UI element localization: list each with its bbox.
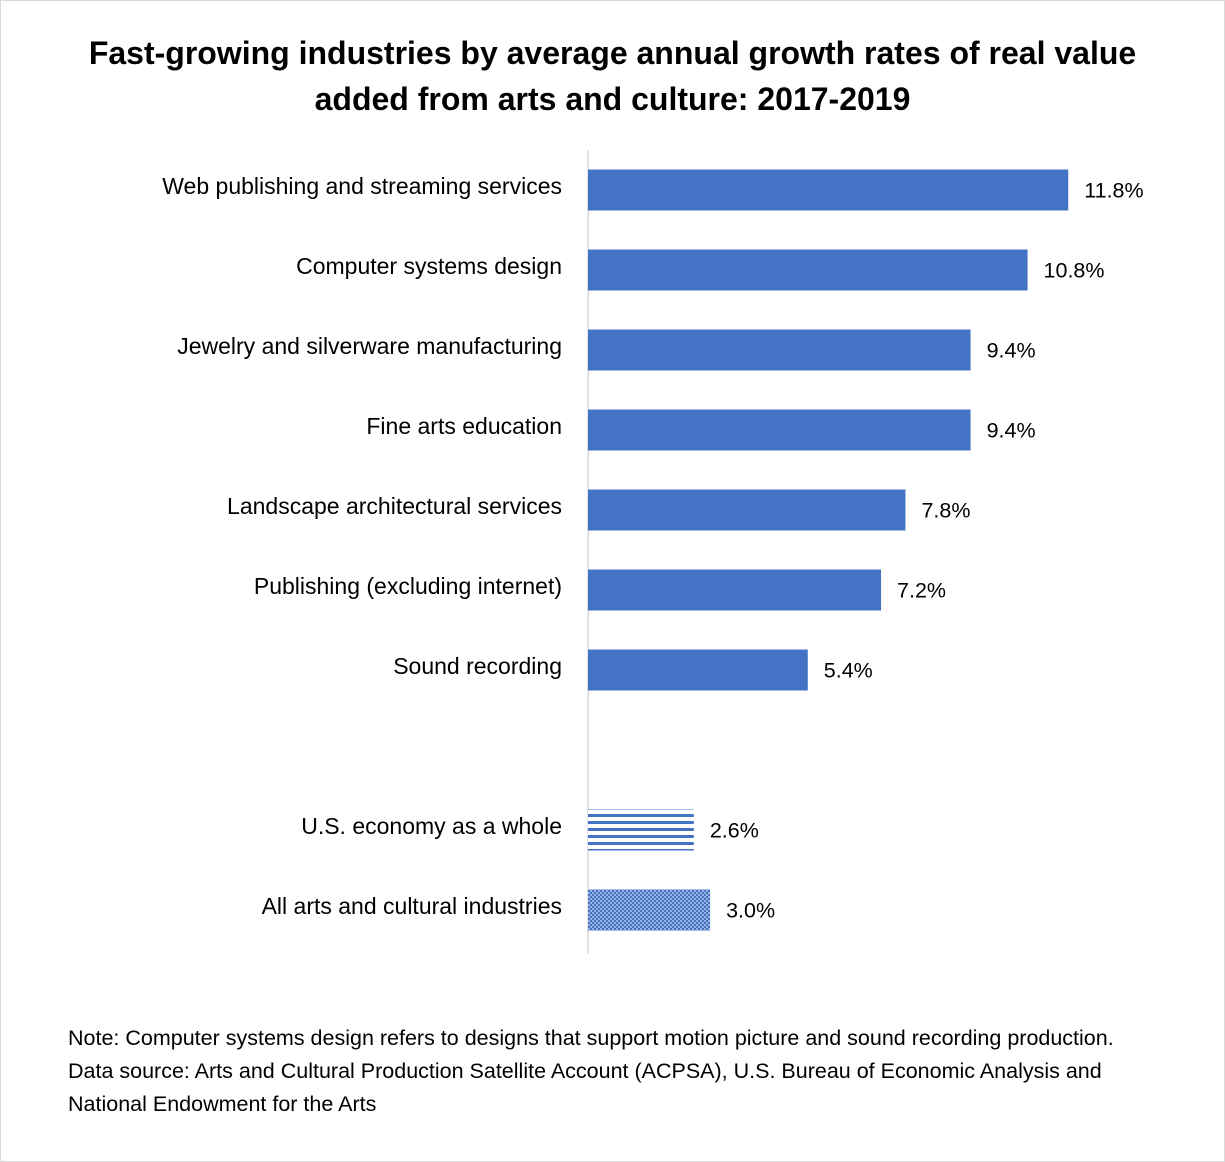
data-label: 9.4%	[987, 419, 1036, 443]
data-source-text: Data source: Arts and Cultural Productio…	[68, 1059, 1102, 1116]
data-label: 7.8%	[921, 499, 970, 523]
category-label: Fine arts education	[366, 413, 562, 439]
chart-title: Fast-growing industries by average annua…	[88, 35, 1137, 117]
bar	[588, 569, 882, 611]
data-label: 10.8%	[1044, 259, 1105, 283]
bar	[588, 489, 906, 531]
bar	[588, 329, 971, 371]
category-label: All arts and cultural industries	[262, 893, 562, 919]
note-text: Note: Computer systems design refers to …	[68, 1026, 1114, 1050]
data-label: 11.8%	[1084, 179, 1143, 203]
category-label: Web publishing and streaming services	[162, 173, 562, 199]
bar	[588, 889, 711, 931]
bar	[588, 809, 694, 851]
bars-group: Web publishing and streaming services 11.…	[162, 169, 1144, 931]
category-label: Landscape architectural services	[227, 493, 562, 519]
chart-note: Note: Computer systems design refers to …	[68, 1022, 1168, 1121]
category-label: Sound recording	[393, 653, 562, 679]
bar	[588, 649, 808, 691]
data-label: 7.2%	[897, 579, 946, 603]
data-label: 5.4%	[824, 659, 873, 683]
data-label: 3.0%	[726, 899, 775, 923]
bar-chart: Web publishing and streaming services 11.…	[162, 150, 1144, 954]
data-label: 2.6%	[710, 819, 759, 843]
bar	[588, 249, 1028, 291]
bar	[588, 409, 971, 451]
category-label: Publishing (excluding internet)	[254, 573, 562, 599]
category-label: Computer systems design	[296, 253, 562, 279]
category-label: Jewelry and silverware manufacturing	[177, 333, 562, 359]
category-label: U.S. economy as a whole	[301, 813, 562, 839]
bar	[588, 169, 1069, 211]
data-label: 9.4%	[987, 339, 1036, 363]
